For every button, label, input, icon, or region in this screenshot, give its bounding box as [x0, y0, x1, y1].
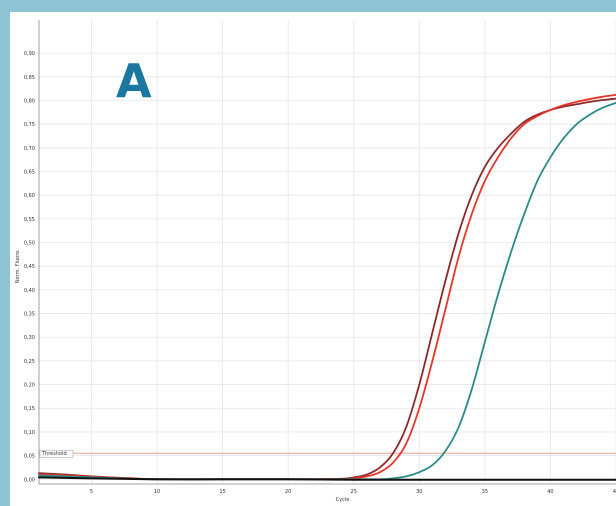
y-tick-label: 0,45: [24, 264, 35, 270]
x-tick-label: 35: [482, 489, 488, 495]
qpcr-amplification-chart: Threshold 0,000,050,100,150,200,250,300,…: [15, 20, 616, 503]
y-tick-label: 0,30: [24, 335, 35, 341]
x-axis-label: Cycle: [336, 497, 350, 503]
series-line-3: [38, 101, 616, 481]
y-tick-label: 0,00: [24, 477, 35, 483]
y-tick-label: 0,85: [24, 75, 35, 81]
y-tick-label: 0,75: [24, 122, 35, 128]
x-tick-label: 20: [285, 489, 291, 495]
threshold-layer: Threshold: [39, 449, 616, 458]
y-tick-label: 0,55: [24, 217, 35, 223]
y-tick-label: 0,25: [24, 359, 35, 365]
panel-letter: A: [116, 54, 152, 108]
plot-panel: Threshold 0,00 0,05 0,10 0,15 0,20 0,25 0,30 0,…: [10, 12, 616, 506]
y-tick-label: 0,05: [24, 454, 35, 460]
x-tick-label: 40: [547, 489, 553, 495]
x-tick-label: 45: [613, 489, 616, 495]
axes-layer: [38, 20, 616, 485]
y-tick-label: 0,40: [24, 288, 35, 294]
series-line-2: [38, 93, 616, 481]
y-tick-label: 0,15: [24, 406, 35, 412]
y-tick-label: 0,50: [24, 241, 35, 247]
y-tick-label: 0,35: [24, 312, 35, 318]
y-tick-label: 0,65: [24, 170, 35, 176]
series-line-4: [38, 476, 616, 481]
x-tick-label: 10: [154, 489, 160, 495]
threshold-label: Threshold: [41, 451, 67, 457]
x-tick-label: 15: [219, 489, 225, 495]
y-axis-label: Norm. Fluoro.: [15, 249, 21, 283]
y-tick-label: 0,70: [24, 146, 35, 152]
series-line-1: [38, 97, 616, 481]
x-tick-label: 25: [351, 489, 357, 495]
y-tick-label: 0,80: [24, 98, 35, 104]
y-tick-label: 0,60: [24, 193, 35, 199]
y-tick-label: 0,20: [24, 383, 35, 389]
series-layer: [38, 93, 616, 481]
y-tick-label: 0,10: [24, 430, 35, 436]
y-tick-label: 0,90: [24, 51, 35, 57]
x-tick-label: 30: [416, 489, 422, 495]
grid-layer: [39, 20, 616, 484]
threshold-label-box: [39, 449, 74, 458]
x-tick-label: 5: [90, 489, 93, 495]
labels-layer: 0,00 0,05 0,10 0,15 0,20 0,25 0,30 0,35 0,40 0,45…: [15, 51, 616, 503]
